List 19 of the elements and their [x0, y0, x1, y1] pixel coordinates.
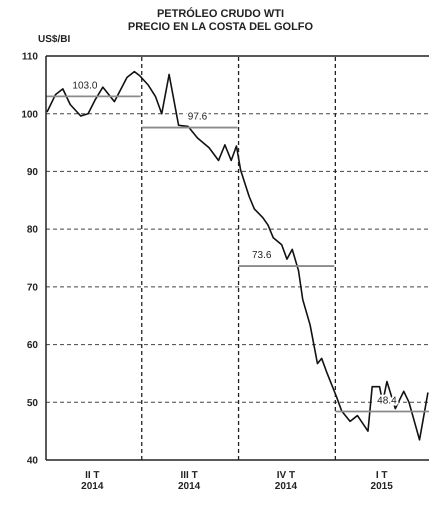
chart-subtitle: PRECIO EN LA COSTA DEL GOLFO — [126, 21, 314, 34]
x-tick-label: III T 2014 — [178, 470, 201, 492]
y-tick-label: 60 — [26, 340, 38, 352]
y-tick-label: 110 — [22, 52, 38, 63]
y-tick-label: 70 — [26, 282, 38, 294]
y-tick-label: 90 — [26, 166, 38, 178]
line-series — [46, 70, 429, 441]
x-tick-label: II T 2014 — [81, 470, 104, 492]
chart-title: PETRÓLEO CRUDO WTI — [156, 8, 286, 21]
y-axis-title: US$/BI — [38, 34, 72, 47]
x-tick-label: IV T 2014 — [274, 470, 298, 492]
x-tick-label: I T 2015 — [370, 470, 394, 492]
annotation: 103.0 — [72, 80, 98, 92]
y-tick-label: 80 — [26, 224, 38, 236]
y-tick-label: 100 — [21, 109, 38, 120]
y-tick-label: 40 — [26, 456, 38, 467]
annotation: 97.6 — [188, 112, 208, 123]
y-tick-label: 50 — [26, 398, 38, 409]
annotation: 73.6 — [252, 250, 272, 262]
